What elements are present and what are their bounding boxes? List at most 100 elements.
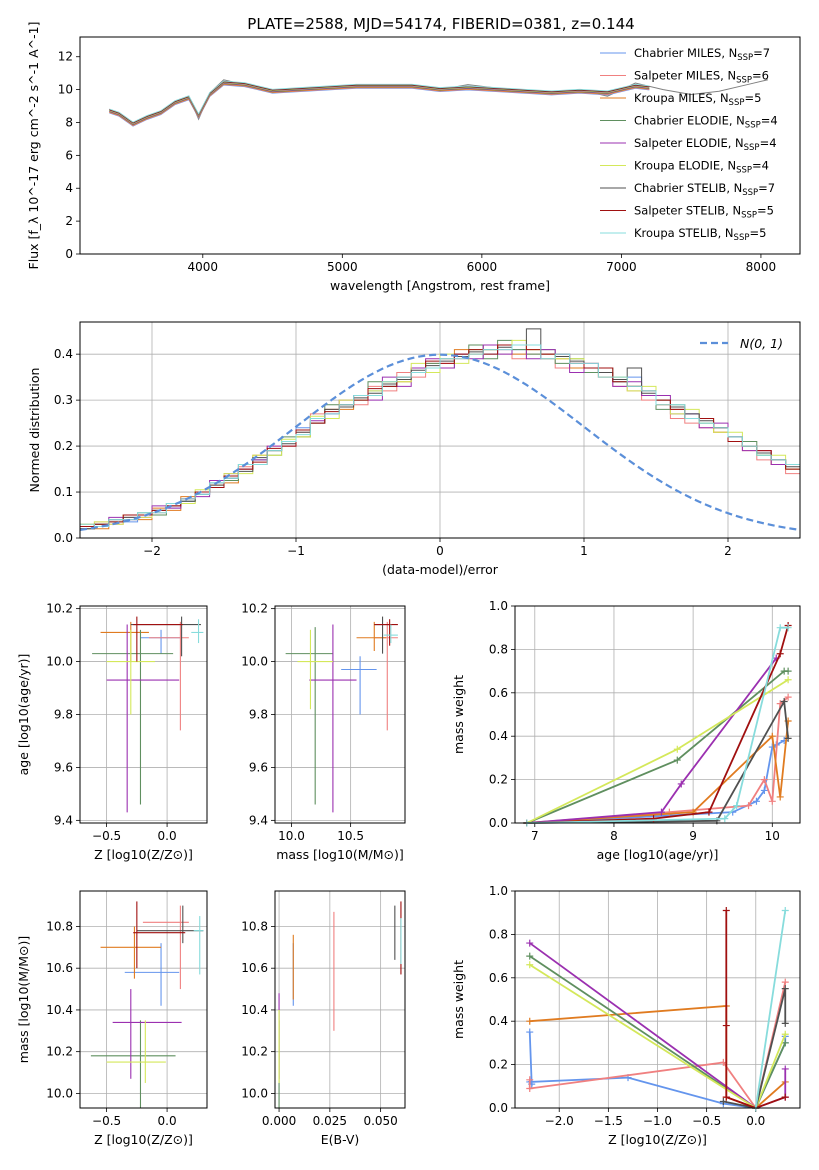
weight-marker <box>781 978 789 986</box>
mass-vs-ebv-panel: 0.000 0.025 0.050 10.0 10.2 10.4 10.6 10.8 E(B-V… <box>241 890 406 1147</box>
x-tick-label: 9 <box>689 829 697 843</box>
x-tick-label: 2 <box>724 544 732 558</box>
weight-marker <box>673 756 681 764</box>
legend-label: Kroupa STELIB, N <box>634 226 734 240</box>
weight-marker <box>784 693 792 701</box>
y-axis-label: age [log10(age/yr)] <box>16 654 31 776</box>
y-tick-label: 0.4 <box>54 347 73 361</box>
legend-subscript: SSP <box>736 166 752 176</box>
legend-suffix: =4 <box>761 114 778 128</box>
weight-marker <box>768 797 776 805</box>
y-tick-label: 10.2 <box>46 1045 73 1059</box>
x-tick-label: 8000 <box>746 260 777 274</box>
legend-entry: Kroupa ELODIE, NSSP=4 <box>634 159 769 176</box>
legend-label: Salpeter STELIB, N <box>634 204 741 218</box>
x-tick-label: 0.050 <box>363 1114 397 1128</box>
y-tick-label: 10.8 <box>46 919 73 933</box>
y-tick-label: 10.2 <box>241 602 268 616</box>
x-tick-label: 10.5 <box>337 829 364 843</box>
y-tick-label: 4 <box>65 181 73 195</box>
y-tick-label: 9.4 <box>54 813 73 827</box>
legend-entry: N(0, 1) <box>740 336 783 351</box>
y-tick-label: 1.0 <box>489 884 508 898</box>
y-tick-label: 12 <box>58 50 73 64</box>
x-axis-label: Z [log10(Z/Z⊙)] <box>608 1132 707 1147</box>
weight-marker <box>781 1039 789 1047</box>
x-tick-label: 8 <box>610 829 618 843</box>
y-axis-label: mass [log10(M/M⊙)] <box>16 936 31 1064</box>
x-tick-label: 1 <box>580 544 588 558</box>
y-tick-label: 0 <box>65 247 73 261</box>
weight-marker <box>781 907 789 915</box>
x-tick-label: −2 <box>143 544 161 558</box>
y-tick-label: 0.4 <box>489 729 508 743</box>
y-tick-label: 0.0 <box>489 1101 508 1115</box>
legend-suffix: =5 <box>749 226 766 240</box>
weight-marker <box>526 1017 534 1025</box>
legend-entry: Salpeter ELODIE, NSSP=4 <box>634 136 777 153</box>
figure-title: PLATE=2588, MJD=54174, FIBERID=0381, z=0… <box>247 15 634 33</box>
weight-marker <box>768 732 776 740</box>
y-tick-label: 0.1 <box>54 485 73 499</box>
y-tick-label: 0.8 <box>489 927 508 941</box>
histogram-group <box>80 328 800 538</box>
weight-marker <box>784 734 792 742</box>
weight-line <box>723 988 787 1110</box>
x-axis-label: (data-model)/error <box>382 562 499 577</box>
x-tick-label: −2.0 <box>545 1114 574 1128</box>
weight-marker <box>781 1093 789 1101</box>
legend-label: Salpeter MILES, N <box>634 69 736 83</box>
legend-label: Chabrier MILES, N <box>634 46 737 60</box>
weight-marker <box>719 1097 727 1105</box>
errorbar-group <box>92 616 204 813</box>
x-tick-label: −1.5 <box>594 1114 623 1128</box>
legend-suffix: =4 <box>752 159 769 173</box>
y-tick-label: 0.8 <box>489 642 508 656</box>
weight-marker <box>784 624 792 632</box>
weight-marker <box>722 1093 730 1101</box>
histogram-step-line <box>80 344 800 538</box>
weight-marker <box>526 952 534 960</box>
weight-marker <box>745 802 753 810</box>
weight-line <box>754 910 787 1109</box>
weight-marker <box>673 745 681 753</box>
x-tick-label: −0.5 <box>692 1114 721 1128</box>
y-axis-label: Flux [f_λ 10^-17 erg cm^-2 s^-1 A^-1] <box>26 22 41 270</box>
legend-entry: Chabrier ELODIE, NSSP=4 <box>634 114 778 131</box>
legend-subscript: SSP <box>741 211 757 221</box>
weight-marker <box>657 808 665 816</box>
legend-subscript: SSP <box>744 143 760 153</box>
weight-marker <box>526 1028 534 1036</box>
weight-marker <box>722 907 730 915</box>
weight-marker <box>776 650 784 658</box>
y-tick-label: 9.6 <box>54 760 73 774</box>
weight-marker <box>733 802 741 810</box>
x-tick-label: −1.0 <box>643 1114 672 1128</box>
x-tick-label: 0.0 <box>158 1114 177 1128</box>
errorbar-group <box>285 616 398 813</box>
legend-entry: Kroupa MILES, NSSP=5 <box>634 91 761 108</box>
y-tick-label: 9.6 <box>249 760 268 774</box>
y-tick-label: 0.6 <box>489 971 508 985</box>
y-tick-label: 10.4 <box>46 1003 73 1017</box>
y-tick-label: 10.6 <box>46 961 73 975</box>
weight-marker <box>721 815 729 823</box>
y-tick-label: 0.2 <box>489 1058 508 1072</box>
y-tick-label: 0.2 <box>489 773 508 787</box>
legend-entry: Salpeter STELIB, NSSP=5 <box>634 204 774 221</box>
weight-marker <box>781 1030 789 1038</box>
y-axis-label: mass weight <box>451 675 466 754</box>
legend-label: Kroupa MILES, N <box>634 91 729 105</box>
axes-frame <box>79 36 801 255</box>
y-tick-label: 0.3 <box>54 393 73 407</box>
legend-suffix: =6 <box>752 69 769 83</box>
y-tick-label: 6 <box>65 148 73 162</box>
y-tick-label: 0.6 <box>489 686 508 700</box>
y-tick-label: 0.0 <box>489 816 508 830</box>
legend-entry: Kroupa STELIB, NSSP=5 <box>634 226 766 243</box>
y-tick-label: 10.6 <box>241 961 268 975</box>
age-vs-mass-panel: 10.0 10.5 9.4 9.6 9.8 10.0 10.2 mass [log10(M/M… <box>241 602 406 862</box>
legend-suffix: =5 <box>757 204 774 218</box>
legend-label: Chabrier ELODIE, N <box>634 114 745 128</box>
